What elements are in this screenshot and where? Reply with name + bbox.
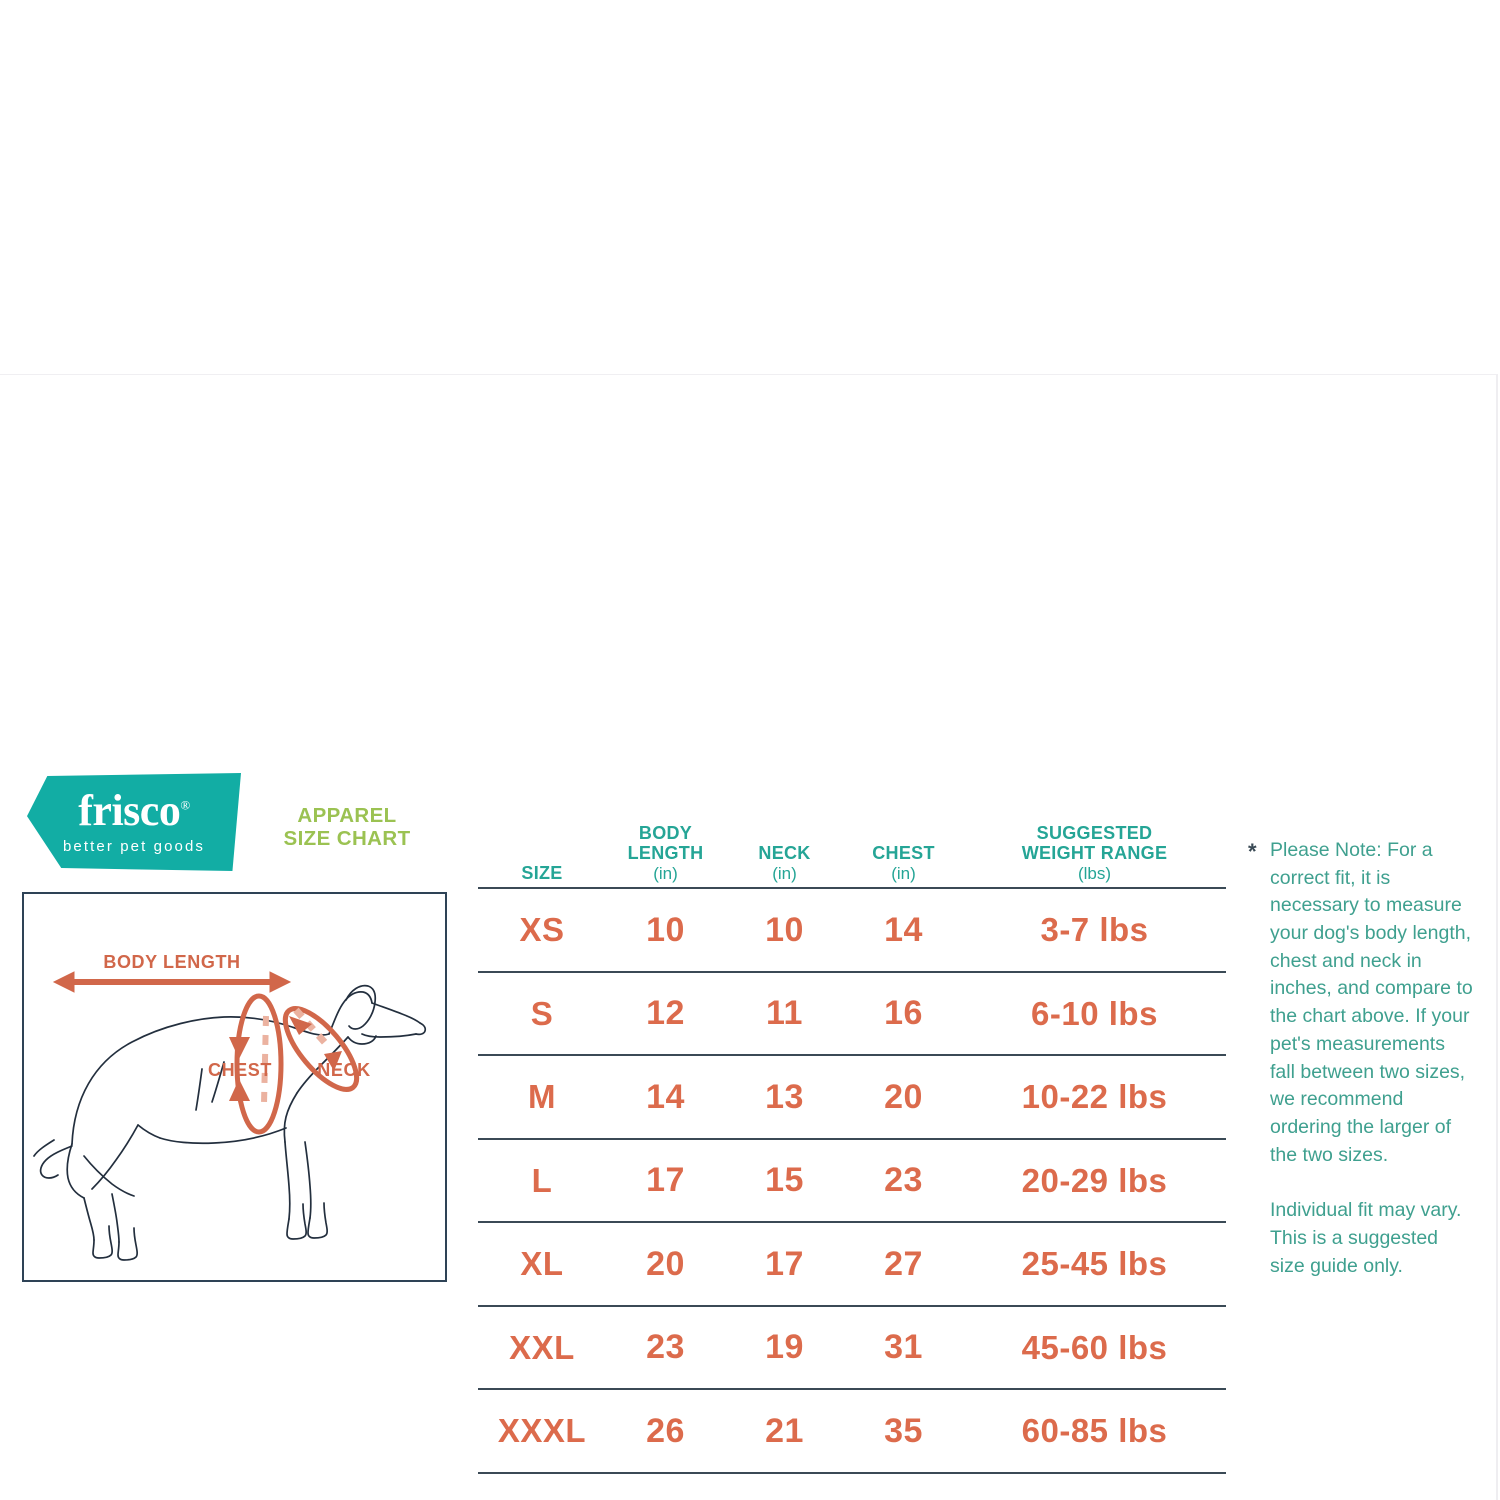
logo-tagline: better pet goods (62, 838, 205, 855)
neck-arrowhead-a (289, 1016, 312, 1035)
column-header-body-length-unit: (in) (653, 863, 678, 883)
table-row: M 14 13 20 10-22 lbs (478, 1056, 1226, 1140)
cell-body-length: 12 (646, 994, 685, 1033)
column-header-neck-unit: (in) (772, 863, 797, 883)
size-chart-card: frisco® better pet goods APPAREL SIZE CH… (0, 374, 1498, 1500)
logo-wordmark: frisco® (27, 789, 241, 833)
cell-chest: 14 (884, 910, 923, 949)
cell-neck: 11 (766, 994, 803, 1033)
cell-neck: 15 (765, 1161, 804, 1200)
table-header-row: SIZE BODY LENGTH (in) NECK (in) CHEST (i… (478, 803, 1226, 889)
page-title-line1: APPAREL (297, 804, 397, 827)
column-header-weight-range-l1: SUGGESTED (1036, 823, 1153, 844)
cell-body-length: 10 (646, 910, 685, 949)
cell-chest: 20 (884, 1077, 923, 1116)
cell-neck: 19 (765, 1328, 804, 1367)
dog-measurement-diagram: BODY LENGTH CHEST (22, 892, 447, 1282)
size-chart-table: SIZE BODY LENGTH (in) NECK (in) CHEST (i… (478, 803, 1226, 1474)
cell-body-length: 14 (646, 1077, 685, 1116)
cell-body-length: 17 (646, 1161, 685, 1200)
column-header-neck-label: NECK (758, 842, 811, 863)
cell-size: XS (519, 911, 565, 949)
cell-body-length: 26 (646, 1411, 685, 1450)
cell-neck: 13 (765, 1077, 804, 1116)
cell-neck: 21 (765, 1411, 804, 1450)
cell-weight: 20-29 lbs (1021, 1161, 1168, 1199)
note-paragraph-1-text: Please Note: For a correct fit, it is ne… (1270, 839, 1473, 1166)
cell-chest: 23 (884, 1161, 923, 1200)
column-header-chest: CHEST (in) (844, 842, 963, 883)
column-header-size-label: SIZE (521, 862, 563, 883)
table-row: XXL 23 19 31 45-60 lbs (478, 1307, 1226, 1390)
logo-banner-shape (27, 773, 241, 871)
table-row: XS 10 10 14 3-7 lbs (478, 889, 1226, 973)
table-row: XXXL 26 21 35 60-85 lbs (478, 1390, 1226, 1474)
dog-illustration-svg: BODY LENGTH CHEST (33, 952, 427, 1261)
table-row: L 17 15 23 20-29 lbs (478, 1140, 1226, 1223)
column-header-body-length: BODY LENGTH (in) (606, 824, 725, 883)
chest-arrowhead-down (229, 1037, 250, 1059)
cell-weight: 6-10 lbs (1031, 994, 1158, 1032)
table-row: S 12 11 16 6-10 lbs (478, 973, 1226, 1056)
chest-label: CHEST (208, 1060, 272, 1080)
column-header-body-length-l1: BODY (638, 823, 693, 844)
column-header-weight-range-unit: (lbs) (1077, 863, 1112, 883)
page-title-line2: SIZE CHART (283, 826, 411, 850)
cell-weight: 10-22 lbs (1021, 1078, 1168, 1116)
frisco-logo: frisco® better pet goods (27, 773, 241, 871)
cell-weight: 25-45 lbs (1021, 1245, 1168, 1283)
cell-size: S (530, 994, 554, 1032)
cell-chest: 31 (884, 1328, 923, 1367)
cell-size: XXL (509, 1328, 575, 1366)
cell-body-length: 20 (646, 1244, 685, 1283)
cell-size: M (528, 1078, 556, 1116)
column-header-weight-range-l2: WEIGHT RANGE (1021, 842, 1168, 863)
please-note-block: * Please Note: For a correct fit, it is n… (1248, 837, 1473, 1280)
cell-weight: 3-7 lbs (1040, 911, 1149, 949)
column-header-chest-unit: (in) (891, 863, 916, 883)
cell-weight: 60-85 lbs (1021, 1412, 1168, 1450)
cell-neck: 17 (765, 1244, 804, 1283)
neck-label: NECK (317, 1060, 370, 1080)
cell-chest: 16 (884, 994, 923, 1033)
cell-neck: 10 (765, 910, 804, 949)
cell-body-length: 23 (646, 1328, 685, 1367)
body-length-label: BODY LENGTH (103, 952, 240, 972)
cell-size: L (531, 1161, 553, 1199)
neck-arrowhead-b (324, 1051, 342, 1071)
cell-size: XXXL (497, 1412, 587, 1450)
chest-arrowhead-up (229, 1079, 250, 1101)
note-paragraph-1: * Please Note: For a correct fit, it is n… (1248, 837, 1473, 1169)
cell-size: XL (520, 1245, 564, 1283)
cell-chest: 27 (884, 1244, 923, 1283)
note-paragraph-2: Individual fit may vary. This is a sugge… (1270, 1199, 1462, 1277)
column-header-chest-label: CHEST (872, 842, 935, 863)
body-length-arrow (52, 971, 292, 993)
column-header-body-length-l2: LENGTH (627, 842, 704, 863)
table-row: XL 20 17 27 25-45 lbs (478, 1223, 1226, 1307)
column-header-neck: NECK (in) (725, 842, 844, 883)
logo-wordmark-text: frisco (78, 786, 181, 835)
cell-chest: 35 (884, 1411, 923, 1450)
registered-mark-icon: ® (180, 797, 190, 813)
cell-weight: 45-60 lbs (1021, 1328, 1168, 1366)
asterisk-icon: * (1248, 839, 1257, 864)
column-header-weight-range: SUGGESTED WEIGHT RANGE (lbs) (963, 824, 1226, 883)
page-title: APPAREL SIZE CHART (262, 804, 432, 851)
column-header-size: SIZE (478, 862, 606, 883)
